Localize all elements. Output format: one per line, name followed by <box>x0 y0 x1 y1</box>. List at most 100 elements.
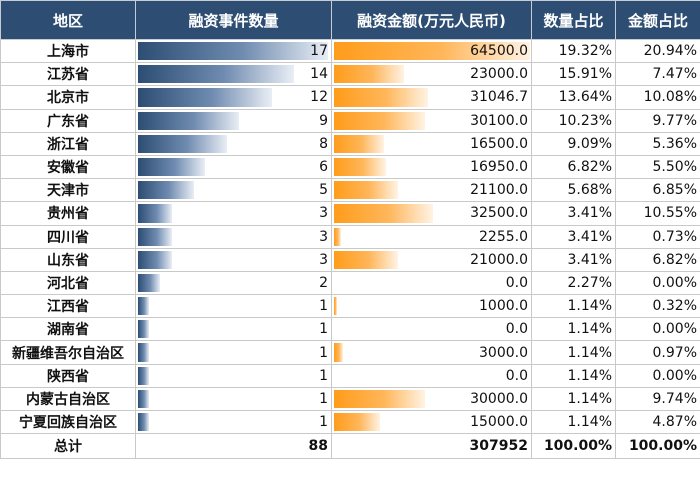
count-data-bar <box>138 134 228 153</box>
table-row: 四川省 3 2255.0 3.41% 0.73% <box>0 224 700 249</box>
table-row: 北京市 12 31046.7 13.64% 10.08% <box>0 85 700 110</box>
region-cell: 浙江省 <box>0 131 136 156</box>
amount-share-cell: 0.32% <box>615 294 700 319</box>
amount-data-bar <box>334 343 344 362</box>
count-share-cell: 15.91% <box>531 62 616 87</box>
table-row: 浙江省 8 16500.0 9.09% 5.36% <box>0 131 700 156</box>
count-cell: 1 <box>135 386 332 412</box>
amount-value: 0.0 <box>505 367 528 384</box>
count-value: 14 <box>310 66 328 83</box>
count-data-bar <box>138 111 239 130</box>
table-row: 宁夏回族自治区 1 15000.0 1.14% 4.87% <box>0 409 700 435</box>
table-row: 河北省 2 0.0 2.27% 0.00% <box>0 270 700 296</box>
count-share-cell: 6.82% <box>531 154 616 180</box>
count-cell: 1 <box>135 340 332 365</box>
table-row: 广东省 9 30100.0 10.23% 9.77% <box>0 108 700 133</box>
count-data-bar <box>138 366 150 385</box>
count-data-bar <box>138 250 172 269</box>
region-cell: 山东省 <box>0 247 136 272</box>
count-share-cell: 5.68% <box>531 178 616 203</box>
amount-value: 21100.0 <box>470 182 528 199</box>
amount-cell: 31046.7 <box>331 85 532 110</box>
count-data-bar <box>138 413 150 432</box>
count-cell: 17 <box>135 38 332 64</box>
amount-data-bar <box>334 227 341 246</box>
count-value: 1 <box>319 390 328 407</box>
count-value: 12 <box>310 89 328 106</box>
region-cell: 四川省 <box>0 224 136 249</box>
count-data-bar <box>138 157 206 177</box>
region-cell: 湖南省 <box>0 317 136 342</box>
header-region[interactable]: 地区 <box>0 0 136 40</box>
count-cell: 6 <box>135 154 332 180</box>
count-share-cell: 10.23% <box>531 108 616 133</box>
amount-cell: 32500.0 <box>331 201 532 226</box>
amount-data-bar <box>334 111 426 130</box>
count-value: 9 <box>319 112 328 129</box>
count-value: 1 <box>319 298 328 315</box>
amount-data-bar <box>334 413 380 432</box>
count-data-bar <box>138 204 172 223</box>
amount-cell: 64500.0 <box>331 38 532 64</box>
table-row: 江西省 1 1000.0 1.14% 0.32% <box>0 294 700 319</box>
count-cell: 14 <box>135 62 332 87</box>
count-cell: 1 <box>135 317 332 342</box>
total-count-share: 100.00% <box>531 433 616 460</box>
amount-share-cell: 0.00% <box>615 363 700 388</box>
header-amount-share[interactable]: 金额占比 <box>615 0 700 40</box>
amount-data-bar <box>334 42 530 61</box>
count-cell: 3 <box>135 224 332 249</box>
region-cell: 安徽省 <box>0 154 136 180</box>
amount-value: 2255.0 <box>479 228 528 245</box>
count-share-cell: 3.41% <box>531 247 616 272</box>
count-data-bar <box>138 181 194 200</box>
amount-value: 15000.0 <box>470 414 528 431</box>
count-value: 1 <box>319 321 328 338</box>
region-cell: 上海市 <box>0 38 136 64</box>
amount-data-bar <box>334 297 338 316</box>
count-cell: 1 <box>135 294 332 319</box>
count-cell: 9 <box>135 108 332 133</box>
amount-value: 30000.0 <box>470 390 528 407</box>
amount-data-bar <box>334 65 404 84</box>
amount-data-bar <box>334 134 385 153</box>
count-share-cell: 9.09% <box>531 131 616 156</box>
count-share-cell: 13.64% <box>531 85 616 110</box>
table-row: 贵州省 3 32500.0 3.41% 10.55% <box>0 201 700 226</box>
region-cell: 内蒙古自治区 <box>0 386 136 412</box>
amount-data-bar <box>334 389 426 408</box>
amount-data-bar <box>334 88 429 107</box>
amount-cell: 0.0 <box>331 317 532 342</box>
header-count[interactable]: 融资事件数量 <box>135 0 332 40</box>
count-share-cell: 1.14% <box>531 294 616 319</box>
amount-value: 16500.0 <box>470 135 528 152</box>
amount-cell: 23000.0 <box>331 62 532 87</box>
count-data-bar <box>138 389 150 408</box>
amount-data-bar <box>334 250 398 269</box>
amount-share-cell: 5.36% <box>615 131 700 156</box>
count-cell: 12 <box>135 85 332 110</box>
count-share-cell: 1.14% <box>531 386 616 412</box>
count-share-cell: 1.14% <box>531 340 616 365</box>
amount-share-cell: 6.82% <box>615 247 700 272</box>
total-amount: 307952 <box>331 433 532 460</box>
amount-cell: 2255.0 <box>331 224 532 249</box>
table-row: 新疆维吾尔自治区 1 3000.0 1.14% 0.97% <box>0 340 700 365</box>
amount-value: 16950.0 <box>470 159 528 176</box>
count-cell: 5 <box>135 178 332 203</box>
count-value: 3 <box>319 251 328 268</box>
amount-value: 32500.0 <box>470 205 528 222</box>
amount-value: 0.0 <box>505 321 528 338</box>
amount-share-cell: 10.08% <box>615 85 700 110</box>
count-cell: 3 <box>135 247 332 272</box>
header-amount[interactable]: 融资金额(万元人民币) <box>331 0 532 40</box>
count-cell: 8 <box>135 131 332 156</box>
financing-table: 地区 融资事件数量 融资金额(万元人民币) 数量占比 金额占比 上海市 17 645… <box>0 0 700 460</box>
count-share-cell: 3.41% <box>531 224 616 249</box>
count-share-cell: 1.14% <box>531 409 616 435</box>
amount-cell: 1000.0 <box>331 294 532 319</box>
header-count-share[interactable]: 数量占比 <box>531 0 616 40</box>
count-data-bar <box>138 320 150 339</box>
amount-value: 1000.0 <box>479 298 528 315</box>
table-row: 山东省 3 21000.0 3.41% 6.82% <box>0 247 700 272</box>
